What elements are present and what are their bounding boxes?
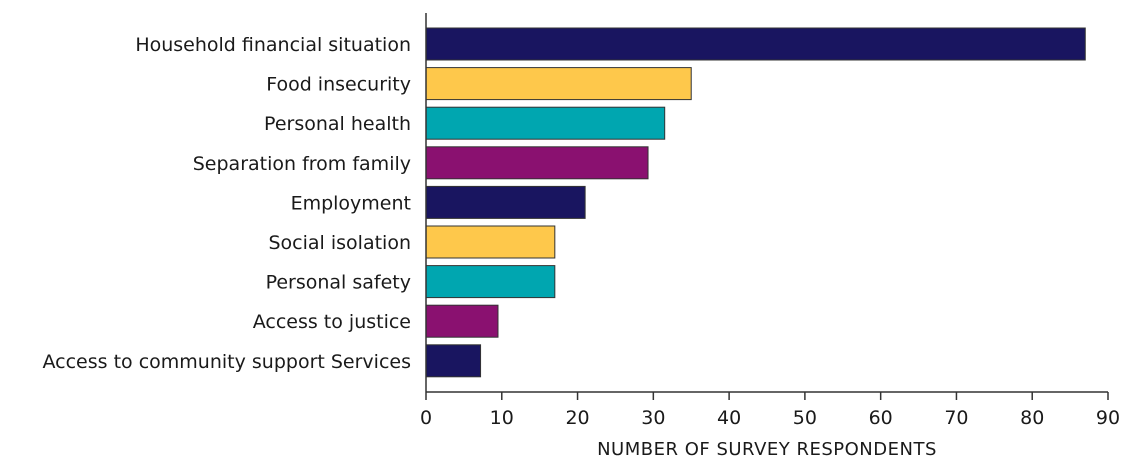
bar-9 [425,344,482,378]
category-label-1: Household financial situation [135,34,411,56]
category-label-3: Personal health [264,113,411,135]
x-tick-label-3: 20 [565,407,589,429]
bar-5 [425,185,586,219]
category-label-2: Food insecurity [266,74,411,96]
x-tick-label-8: 70 [944,407,968,429]
bar-6 [425,225,556,259]
category-label-9: Access to community support Services [43,351,412,373]
bar-4 [425,146,649,180]
x-tick-label-1: 0 [420,407,432,429]
x-tick-label-10: 90 [1096,407,1120,429]
category-label-7: Personal safety [266,272,411,294]
bar-7 [425,265,556,299]
category-label-8: Access to justice [253,311,411,333]
category-label-4: Separation from family [193,153,411,175]
category-label-5: Employment [291,192,411,214]
x-tick-label-6: 50 [793,407,817,429]
x-tick-label-5: 40 [717,407,741,429]
x-tick-label-2: 10 [490,407,514,429]
bar-3 [425,106,666,140]
bar-1 [425,27,1086,61]
bar-2 [425,67,692,101]
category-labels: Household financial situation Food insecu… [43,34,412,373]
bar-8 [425,304,499,338]
x-axis-ticks: 0 10 20 30 40 50 60 70 80 90 [420,392,1120,429]
bars-group [425,27,1086,378]
x-tick-label-9: 80 [1020,407,1044,429]
category-label-6: Social isolation [269,232,412,254]
x-tick-label-7: 60 [869,407,893,429]
x-tick-label-4: 30 [641,407,665,429]
x-axis-title: NUMBER OF SURVEY RESPONDENTS [597,439,937,460]
